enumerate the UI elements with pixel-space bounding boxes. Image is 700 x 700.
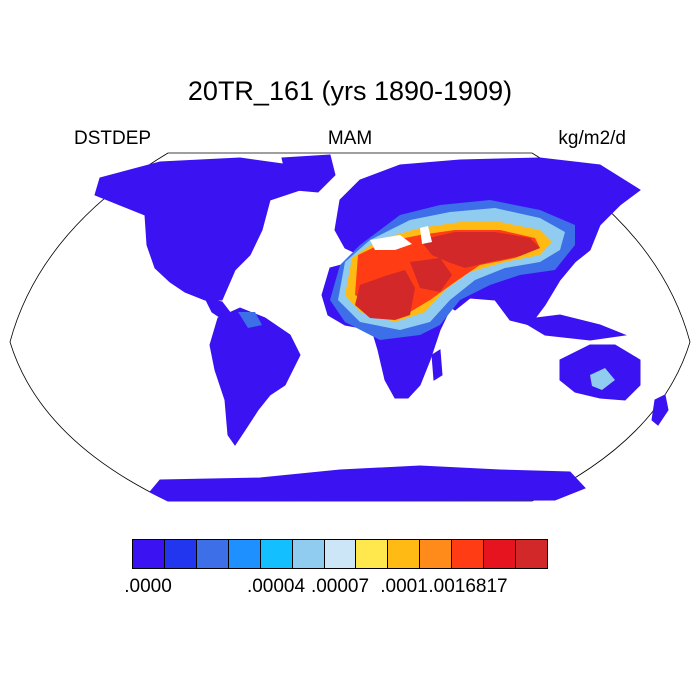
season-label: MAM xyxy=(327,128,373,149)
colorbar-swatch xyxy=(420,540,453,568)
colorbar-swatch xyxy=(452,540,485,568)
colorbar-tick-label: .0000 xyxy=(124,576,172,597)
colorbar-swatch xyxy=(516,540,547,568)
colorbar-tick-label: .0016817 xyxy=(428,576,508,597)
colorbar-swatch xyxy=(228,540,261,568)
colorbar xyxy=(132,539,548,569)
colorbar-swatch xyxy=(260,540,293,568)
colorbar-swatch xyxy=(164,540,197,568)
colorbar-swatch xyxy=(388,540,421,568)
variable-label: DSTDEP xyxy=(74,128,152,149)
colorbar-swatch xyxy=(356,540,389,568)
units-label: kg/m2/d xyxy=(558,128,626,149)
colorbar-swatch xyxy=(196,540,229,568)
colorbar-swatch xyxy=(292,540,325,568)
colorbar-tick-label: .00004 xyxy=(246,576,306,597)
inland-seas xyxy=(370,226,432,250)
colorbar-swatch xyxy=(324,540,357,568)
colorbar-tick-label: .0001 xyxy=(380,576,428,597)
colorbar-labels: .0000 .00004.00007 .0001.0016817 xyxy=(0,576,700,602)
colorbar-swatch xyxy=(484,540,517,568)
plot-title: 20TR_161 (yrs 1890-1909) xyxy=(187,76,513,106)
dust-deposition-levels xyxy=(238,200,615,390)
colorbar-tick-label: .00007 xyxy=(310,576,370,597)
colorbar-swatch xyxy=(133,540,165,568)
